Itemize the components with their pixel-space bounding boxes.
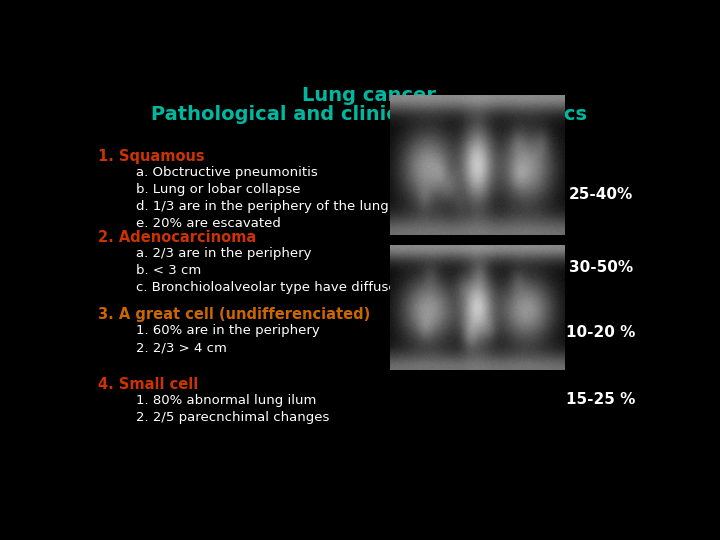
- Text: 3. A great cell (undifferenciated): 3. A great cell (undifferenciated): [98, 307, 370, 322]
- Text: 10-20 %: 10-20 %: [566, 325, 635, 340]
- Text: 25-40%: 25-40%: [569, 187, 633, 201]
- Text: b. < 3 cm: b. < 3 cm: [137, 264, 202, 277]
- Text: 2. 2/5 parecnchimal changes: 2. 2/5 parecnchimal changes: [137, 410, 330, 423]
- Text: 1. 80% abnormal lung ilum: 1. 80% abnormal lung ilum: [137, 394, 317, 407]
- Text: 4. Small cell: 4. Small cell: [98, 377, 198, 392]
- Text: 30-50%: 30-50%: [569, 260, 633, 275]
- Text: b. Lung or lobar collapse: b. Lung or lobar collapse: [137, 184, 301, 197]
- Text: Pathological and clinical characteristics: Pathological and clinical characteristic…: [151, 105, 587, 124]
- Text: Lung cancer: Lung cancer: [302, 86, 436, 105]
- Text: a. 2/3 are in the periphery: a. 2/3 are in the periphery: [137, 247, 312, 260]
- Text: 2. Adenocarcinoma: 2. Adenocarcinoma: [98, 231, 256, 245]
- Text: 15-25 %: 15-25 %: [566, 392, 635, 407]
- Text: a. Obctructive pneumonitis: a. Obctructive pneumonitis: [137, 166, 318, 179]
- Text: 1. 60% are in the periphery: 1. 60% are in the periphery: [137, 325, 320, 338]
- Text: 2. 2/3 > 4 cm: 2. 2/3 > 4 cm: [137, 341, 228, 354]
- Text: 1. Squamous: 1. Squamous: [98, 150, 204, 165]
- Text: e. 20% are escavated: e. 20% are escavated: [137, 217, 282, 230]
- Text: d. 1/3 are in the periphery of the lung: d. 1/3 are in the periphery of the lung: [137, 200, 390, 213]
- Text: c. Bronchioloalveolar type have diffuse pattern: c. Bronchioloalveolar type have diffuse …: [137, 281, 451, 294]
